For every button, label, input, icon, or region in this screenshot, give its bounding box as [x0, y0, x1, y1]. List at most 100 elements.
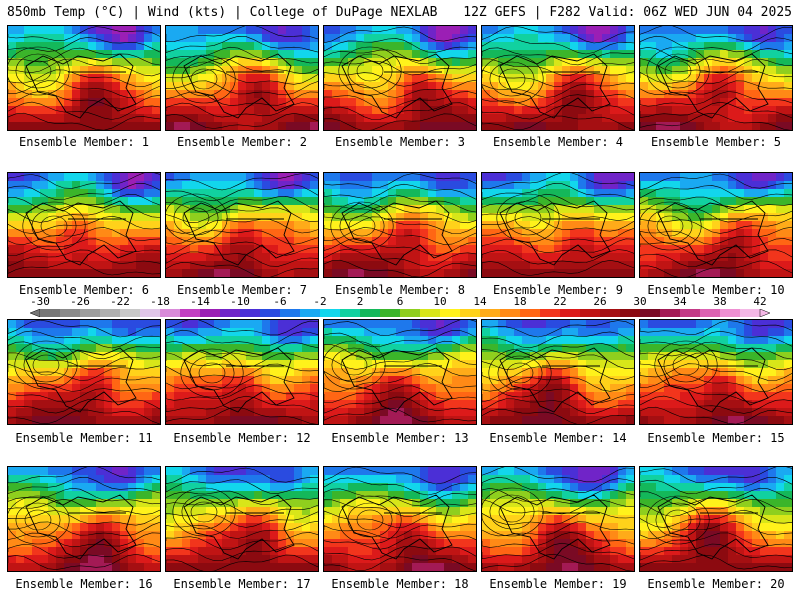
height-contour	[8, 173, 160, 189]
ensemble-member-label: Ensemble Member: 10	[647, 283, 785, 297]
colorbar-segment	[300, 309, 321, 317]
colorbar-segment	[440, 309, 461, 317]
ensemble-map-16	[7, 466, 161, 572]
height-contour	[482, 249, 634, 265]
height-contour	[640, 352, 792, 371]
height-contour	[324, 60, 476, 76]
height-contour	[166, 340, 318, 357]
colorbar-segment	[620, 309, 641, 317]
colorbar-tick-label: -30	[30, 295, 50, 308]
ensemble-member-label: Ensemble Member: 7	[176, 283, 308, 297]
height-contour	[482, 216, 634, 232]
colorbar-min-arrow	[30, 309, 41, 317]
colorbar-segment	[680, 309, 701, 317]
height-contour	[482, 476, 634, 494]
temperature-field	[482, 467, 634, 571]
temperature-field	[166, 467, 318, 571]
height-contour	[166, 195, 318, 212]
ensemble-map-4	[481, 25, 635, 131]
height-contour	[482, 115, 634, 130]
colorbar-tick-label: 14	[473, 295, 487, 308]
height-contour	[324, 79, 476, 98]
height-contour	[324, 351, 476, 370]
height-contour	[8, 69, 160, 87]
height-contour	[8, 510, 160, 526]
coastline-border	[657, 53, 769, 119]
height-contour	[482, 365, 634, 381]
ensemble-member-label: Ensemble Member: 2	[176, 135, 308, 149]
height-contour	[8, 58, 160, 77]
ensemble-member-label: Ensemble Member: 11	[15, 431, 153, 445]
colorbar-segment	[640, 309, 661, 317]
temperature-field	[324, 26, 476, 130]
height-contour	[166, 112, 318, 129]
colorbar-segment	[280, 309, 301, 317]
temperature-field	[640, 467, 792, 571]
height-contour	[640, 226, 792, 245]
coastline-border	[25, 494, 137, 560]
height-contour	[8, 476, 160, 494]
ensemble-map-10	[639, 172, 793, 278]
height-contour	[324, 248, 476, 267]
coastline-border	[341, 53, 453, 119]
height-contour	[8, 47, 160, 66]
height-contour	[640, 26, 792, 42]
height-contour	[640, 498, 792, 517]
colorbar-tick-label: 18	[513, 295, 527, 308]
height-contour	[324, 320, 476, 336]
height-contour	[8, 182, 160, 201]
colorbar-segment	[240, 309, 261, 317]
height-contour	[8, 227, 160, 245]
colorbar-segment	[80, 309, 101, 317]
height-contour	[640, 330, 792, 347]
height-contour	[324, 374, 476, 392]
height-contour	[166, 240, 318, 256]
colorbar-segment	[540, 309, 561, 317]
colorbar-segment	[360, 309, 381, 317]
height-contour	[166, 173, 318, 191]
height-contour	[166, 554, 318, 571]
colorbar-segment	[160, 309, 181, 317]
height-contour	[8, 363, 160, 381]
height-contour	[482, 26, 634, 44]
colorbar-max-arrow	[759, 309, 770, 317]
height-contour	[324, 477, 476, 496]
height-contour	[166, 363, 318, 378]
height-contour	[482, 343, 634, 359]
height-contour	[324, 216, 476, 234]
height-contour	[324, 38, 476, 53]
temperature-field	[8, 173, 160, 277]
height-contour	[640, 46, 792, 63]
height-contour	[166, 520, 318, 539]
height-contour	[640, 374, 792, 392]
ensemble-member-label: Ensemble Member: 1	[18, 135, 150, 149]
colorbar-tick-label: -22	[110, 295, 130, 308]
coastline-border	[183, 494, 295, 560]
temperature-field	[324, 173, 476, 277]
height-contour	[166, 26, 318, 43]
height-contour	[640, 238, 792, 256]
height-contour	[482, 542, 634, 560]
height-contour	[166, 406, 317, 424]
height-contour	[640, 185, 792, 200]
ensemble-map-6	[7, 172, 161, 278]
height-contour	[324, 49, 476, 64]
coastline-border	[499, 494, 611, 560]
height-contour	[324, 330, 476, 348]
height-contour	[640, 249, 792, 267]
colorbar-segment	[320, 309, 341, 317]
height-contour	[482, 105, 634, 120]
colorbar-segment	[660, 309, 681, 317]
colorbar-tick-label: 10	[433, 295, 447, 308]
ensemble-member-label: Ensemble Member: 4	[492, 135, 624, 149]
ensemble-member-label: Ensemble Member: 16	[15, 577, 153, 591]
colorbar-tick-label: 26	[593, 295, 607, 308]
height-contour	[482, 331, 634, 349]
height-contour	[8, 260, 160, 276]
ensemble-map-1	[7, 25, 161, 131]
height-contour	[482, 58, 634, 76]
colorbar-tick-label: 6	[396, 295, 404, 308]
ensemble-member-label: Ensemble Member: 20	[647, 577, 785, 591]
ensemble-map-7	[165, 172, 319, 278]
height-contour	[640, 320, 792, 335]
